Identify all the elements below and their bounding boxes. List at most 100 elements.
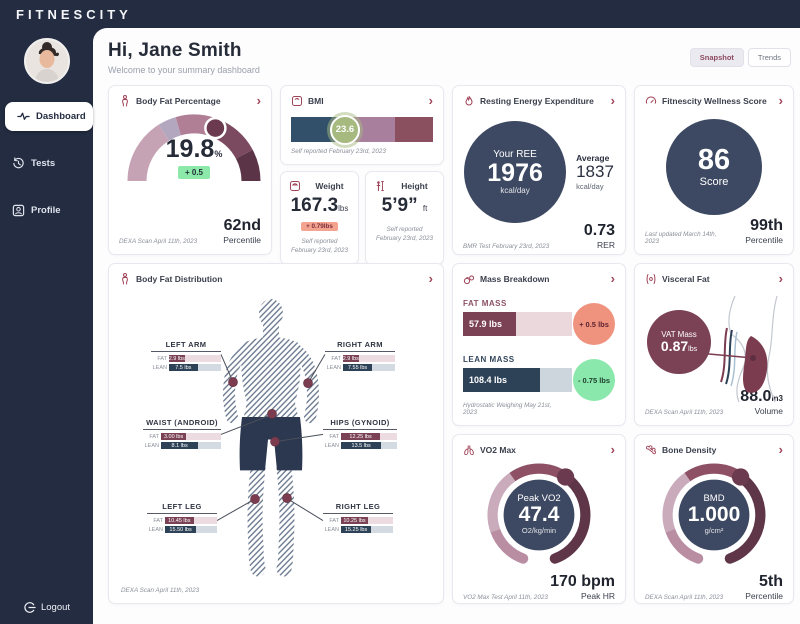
fat-bar: 2.9 lbs — [343, 355, 359, 362]
flame-icon — [465, 95, 473, 106]
chevron-right-icon[interactable]: › — [610, 93, 615, 108]
history-icon — [13, 157, 24, 169]
percentile-value: 99th — [750, 217, 783, 234]
volume-label: Volume — [754, 406, 783, 416]
sidebar-item-dashboard[interactable]: Dashboard — [5, 102, 93, 131]
chevron-right-icon[interactable]: › — [610, 271, 615, 286]
chevron-right-icon[interactable]: › — [778, 442, 783, 457]
vo2-value: 47.4 — [518, 503, 560, 527]
vat-mass-circle: VAT Mass 0.87lbs — [647, 310, 711, 374]
lean-row-label: LEAN — [324, 526, 339, 533]
card-title: Body Fat Percentage — [136, 96, 221, 106]
fat-mass-delta: + 0.5 lbs — [573, 303, 615, 345]
lean-row-label: LEAN — [326, 364, 341, 371]
lean-mass-group: LEAN MASS 108.4 lbs - 0.75 lbs — [463, 355, 615, 401]
percentile-label: Percentile — [745, 591, 783, 601]
average-value: 1837 — [576, 162, 614, 182]
vo2-unit: O2/kg/min — [521, 526, 557, 536]
fat-row-label: FAT — [157, 355, 167, 362]
visceral-fat-blob — [743, 336, 768, 393]
region-waist: WAIST (ANDROID) FAT 3.00 lbs LEAN 8.1 lbs — [143, 418, 221, 451]
volume-value: 88.0 — [740, 388, 772, 405]
snapshot-button[interactable]: Snapshot — [689, 48, 744, 67]
left-arm-marker[interactable] — [228, 377, 238, 388]
top-bar: FITNESCITY — [0, 0, 800, 28]
scale-icon — [292, 96, 302, 106]
percentile-label: Percentile — [223, 235, 261, 245]
chevron-right-icon[interactable]: › — [256, 93, 261, 108]
card-resting-energy: Resting Energy Expenditure › Your REE 19… — [452, 85, 626, 255]
region-right-leg: RIGHT LEG FAT 10.25 lbs LEAN 15.25 lbs — [323, 502, 393, 535]
bmi-marker[interactable]: 23.6 — [329, 114, 360, 145]
hips-marker[interactable] — [270, 436, 280, 447]
region-name: RIGHT LEG — [323, 502, 393, 514]
lean-bar: 7.55 lbs — [343, 364, 373, 371]
ring-gauge — [662, 463, 766, 564]
ree-value: 1976 — [487, 158, 543, 187]
lungs-icon — [464, 445, 474, 455]
height-unit: ft — [422, 204, 428, 213]
sidebar-item-tests[interactable]: Tests — [0, 149, 93, 178]
card-wellness-score: Fitnescity Wellness Score › 86 Score Las… — [634, 85, 794, 255]
chevron-right-icon[interactable]: › — [778, 271, 783, 286]
body-icon — [122, 95, 128, 107]
fat-row-label: FAT — [329, 517, 339, 524]
ree-circle: Your REE 1976 kcal/day — [464, 121, 567, 223]
gauge-marker[interactable] — [204, 116, 227, 140]
card-note: DEXA Scan April 11th, 2023 — [645, 594, 724, 601]
metrics-column: BMI › 23.6 Self reported February 23rd, … — [280, 85, 444, 265]
right-arm-marker[interactable] — [303, 378, 313, 389]
sidebar-item-profile[interactable]: Profile — [0, 196, 93, 225]
chevron-right-icon[interactable]: › — [778, 93, 783, 108]
waist-marker[interactable] — [267, 408, 277, 419]
region-right-arm: RIGHT ARM FAT 2.9 lbs LEAN 7.55 lbs — [325, 340, 395, 373]
chevron-right-icon[interactable]: › — [428, 271, 433, 286]
kettlebell-icon — [463, 275, 475, 285]
bmd-label: BMD — [703, 493, 725, 505]
card-note: Self reported — [386, 226, 423, 233]
lean-row-label: LEAN — [324, 442, 339, 449]
body-icon — [122, 273, 128, 285]
semicircle-gauge — [127, 114, 261, 182]
gauge-marker[interactable] — [731, 468, 750, 486]
ree-label: Your REE — [493, 148, 537, 160]
chevron-right-icon[interactable]: › — [610, 442, 615, 457]
logout-button[interactable]: Logout — [0, 601, 93, 614]
gauge-marker[interactable] — [556, 468, 575, 486]
abdomen-icon — [646, 274, 656, 284]
fat-mass-group: FAT MASS 57.9 lbs + 0.5 lbs — [463, 299, 615, 345]
average-label: Average — [576, 153, 610, 164]
card-note-date: February 23rd, 2023 — [290, 247, 349, 255]
chevron-right-icon[interactable]: › — [428, 93, 433, 108]
percentile-label: Percentile — [745, 235, 783, 245]
right-leg-marker[interactable] — [282, 493, 292, 503]
wellness-value: 86 — [697, 144, 731, 176]
region-name: HIPS (GYNOID) — [323, 418, 397, 430]
rer-value: 0.73 — [583, 222, 615, 239]
card-vo2-max: VO2 Max › Peak VO2 47.4 O2/kg/min — [452, 434, 626, 604]
body-map: LEFT ARM FAT 2.9 lbs LEAN 7.5 lbs RIGHT AR… — [119, 298, 433, 577]
page-title: Hi, Jane Smith — [108, 40, 242, 61]
sidebar-item-label: Dashboard — [36, 111, 86, 122]
sidebar-item-label: Profile — [31, 205, 61, 216]
bmd-value: 1.000 — [687, 503, 741, 527]
view-toggle: Snapshot Trends — [689, 48, 791, 67]
card-body-fat-percentage: Body Fat Percentage › 19.8% + 0.5 — [108, 85, 272, 255]
card-title: Fitnescity Wellness Score — [662, 96, 767, 106]
card-note: Hydrostatic Weighing May 21st, 2023 — [463, 402, 552, 416]
peak-hr-label: Peak HR — [580, 591, 615, 601]
abdomen-cross-section — [686, 295, 778, 403]
weight-scale-icon — [290, 181, 300, 191]
avatar[interactable] — [23, 38, 70, 84]
trends-button[interactable]: Trends — [747, 48, 791, 67]
sidebar-item-label: Tests — [31, 158, 56, 169]
card-note: Last updated March 14th, 2023 — [645, 231, 717, 245]
card-note: BMR Test February 23rd, 2023 — [463, 243, 550, 250]
left-leg-marker[interactable] — [250, 494, 260, 504]
average-unit: kcal/day — [576, 181, 604, 191]
sidebar: Dashboard Tests Profile Logout — [0, 28, 93, 624]
fat-row-label: FAT — [149, 433, 159, 440]
main-content: Hi, Jane Smith Welcome to your summary d… — [93, 28, 800, 624]
fat-bar: 12.25 lbs — [341, 433, 381, 440]
vo2-gauge: Peak VO2 47.4 O2/kg/min — [479, 456, 599, 574]
